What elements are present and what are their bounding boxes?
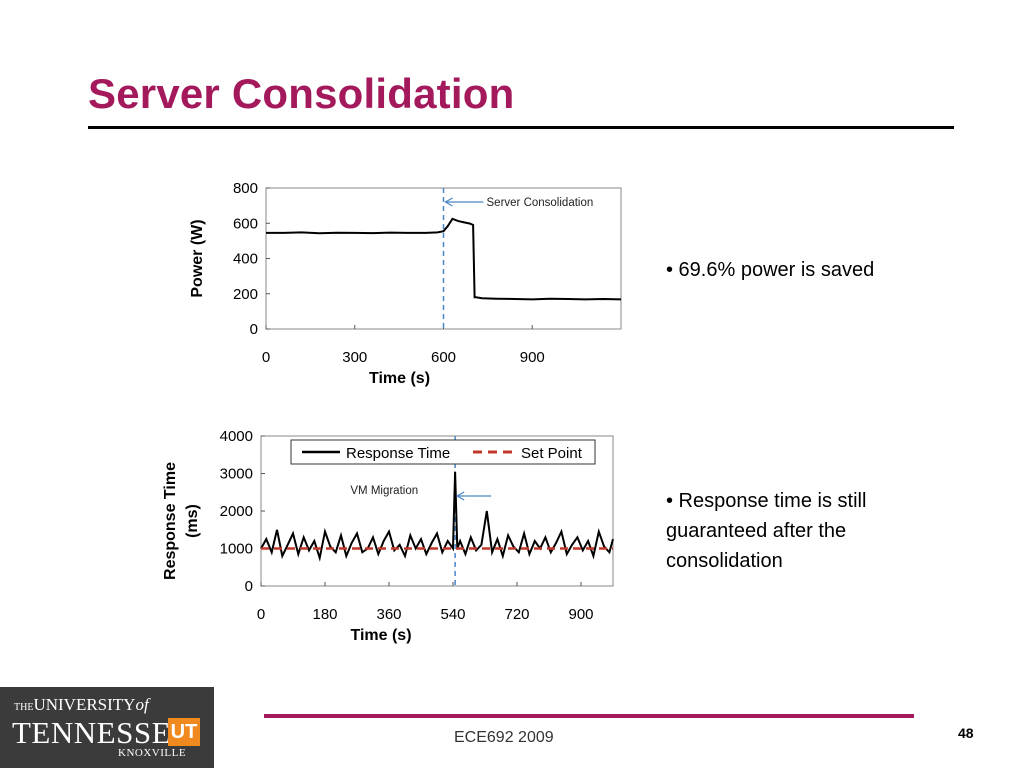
legend-label-response: Response Time: [346, 445, 450, 462]
bullet-response-line2: guaranteed after the: [666, 520, 847, 542]
x-tick-label: 720: [504, 606, 529, 623]
slide-title: Server Consolidation: [88, 70, 515, 117]
x-axis-label: Time (s): [350, 627, 411, 644]
footer-divider: [264, 714, 914, 718]
response-time-chart: 0 1000 2000 3000 4000 0 180 360 540 720 900 Time (s…: [162, 428, 614, 644]
logo-of: of: [135, 695, 149, 714]
y-tick-label: 1000: [220, 541, 253, 558]
bullet-power-saved: • 69.6% power is saved: [666, 259, 875, 281]
y-axis-label: Response Time: [162, 462, 179, 580]
logo-knoxville: KNOXVILLE: [118, 747, 187, 759]
chart-legend: Response Time Set Point: [290, 439, 596, 465]
bullet-response-line1: • Response time is still: [666, 490, 867, 512]
x-tick-label: 180: [312, 606, 337, 623]
y-axis-label: (ms): [184, 504, 201, 538]
x-tick-label: 0: [257, 606, 265, 623]
x-tick-label: 360: [376, 606, 401, 623]
annotation-arrowhead: [455, 491, 465, 501]
y-tick-label: 800: [233, 180, 258, 197]
logo-tennessee: TENNESSEE: [12, 715, 191, 750]
legend-box: [290, 439, 596, 465]
y-tick-label: 400: [233, 251, 258, 268]
annotation-arrowhead: [444, 197, 453, 207]
series-line: [266, 217, 622, 301]
x-tick-label: 600: [431, 349, 456, 366]
logo-university: UNIVERSITY: [33, 695, 136, 714]
x-axis-label: Time (s): [369, 370, 430, 387]
legend-label-setpoint: Set Point: [521, 445, 583, 462]
page-number: 48: [958, 725, 974, 741]
annotation-label: Server Consolidation: [487, 197, 594, 209]
y-tick-label: 0: [245, 578, 253, 595]
y-axis-label: Power (W): [189, 219, 206, 297]
power-chart: 0 200 400 600 800 0 300 600 900 Time (s) Power (W)…: [189, 180, 622, 387]
footer-course: ECE692 2009: [454, 729, 554, 746]
x-tick-label: 900: [568, 606, 593, 623]
y-tick-label: 0: [250, 321, 258, 338]
ut-badge-icon: UT: [168, 718, 200, 746]
y-tick-label: 200: [233, 286, 258, 303]
y-tick-label: 4000: [220, 428, 253, 445]
x-tick-label: 0: [262, 349, 270, 366]
x-tick-label: 900: [520, 349, 545, 366]
university-logo: THEUNIVERSITYof TENNESSEE UT KNOXVILLE: [0, 687, 214, 768]
series-line: [260, 471, 614, 562]
title-underline: [88, 126, 954, 129]
x-tick-label: 540: [440, 606, 465, 623]
y-tick-label: 600: [233, 215, 258, 232]
y-tick-label: 2000: [220, 503, 253, 520]
x-tick-label: 300: [342, 349, 367, 366]
annotation-label: VM Migration: [350, 485, 418, 497]
y-tick-label: 3000: [220, 466, 253, 483]
logo-the: THE: [14, 702, 34, 713]
bullet-response-line3: consolidation: [666, 550, 783, 572]
